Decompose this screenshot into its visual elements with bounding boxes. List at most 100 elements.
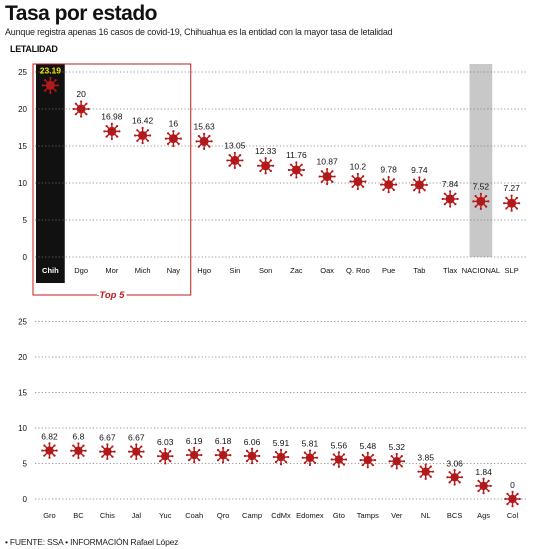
national-column <box>469 64 493 257</box>
p1-marker <box>441 190 459 208</box>
p2-value-label: 6.8 <box>72 432 84 442</box>
p1-marker <box>257 157 275 175</box>
p1-value-label: 13.05 <box>224 140 246 150</box>
p1-marker <box>503 194 521 212</box>
p1-value-label: 7.84 <box>442 179 459 189</box>
top5-box <box>32 63 192 296</box>
p1-category-label: Oax <box>320 266 334 275</box>
p2-marker <box>70 442 87 460</box>
p2-category-label: Yuc <box>159 511 172 520</box>
p1-marker <box>472 192 490 210</box>
p1-category-label: NACIONAL <box>462 266 500 275</box>
p2-ytick-label: 0 <box>23 495 28 504</box>
chart-title: Tasa por estado <box>5 2 158 25</box>
p1-ytick-label: 10 <box>18 179 27 188</box>
p2-value-label: 5.48 <box>360 441 377 451</box>
p2-marker <box>41 442 58 459</box>
p1-value-label: 9.78 <box>380 165 397 175</box>
p2-category-label: Ver <box>391 511 403 520</box>
p2-category-label: Ags <box>477 511 490 520</box>
p2-marker <box>156 447 174 465</box>
p2-marker <box>301 449 319 467</box>
p1-category-label: Q. Roo <box>346 266 370 275</box>
p2-marker <box>417 463 435 480</box>
p2-category-label: Gro <box>43 511 56 520</box>
p1-category-label: Tlax <box>443 266 457 275</box>
p2-value-label: 1.84 <box>475 467 492 477</box>
p2-ytick-label: 20 <box>18 353 27 362</box>
p1-value-label: 16 <box>169 119 179 129</box>
p2-value-label: 5.91 <box>273 438 290 448</box>
p2-value-label: 0 <box>510 480 515 490</box>
p2-category-label: BCS <box>447 511 462 520</box>
p2-category-label: Coah <box>185 511 203 520</box>
p1-value-label: 9.74 <box>411 165 428 175</box>
p2-category-label: CdMx <box>271 511 291 520</box>
p1-marker <box>226 151 244 170</box>
p2-value-label: 6.19 <box>186 436 203 446</box>
p1-category-label: Tab <box>413 266 425 275</box>
p2-category-label: Col <box>507 511 519 520</box>
p2-value-label: 5.32 <box>388 442 405 452</box>
p2-value-label: 6.03 <box>157 437 174 447</box>
p1-value-label: 12.33 <box>255 146 277 156</box>
p1-value-label: 20 <box>76 89 86 99</box>
p2-marker <box>359 451 377 469</box>
p1-marker <box>410 176 428 194</box>
p1-category-label: Mich <box>135 266 151 275</box>
p1-value-label: 11.76 <box>286 150 307 160</box>
p2-category-label: NL <box>421 511 431 520</box>
p2-marker <box>388 452 406 470</box>
p2-ytick-label: 25 <box>18 318 27 327</box>
p2-value-label: 6.67 <box>128 433 145 443</box>
p1-ytick-label: 20 <box>18 105 27 114</box>
p1-ytick-label: 25 <box>18 68 27 77</box>
p2-category-label: BC <box>73 511 84 520</box>
p1-category-label: Dgo <box>74 266 88 275</box>
p1-value-label: 10.87 <box>316 157 338 167</box>
p1-category-label: Hgo <box>197 266 211 275</box>
p1-category-label: Mor <box>105 266 118 275</box>
source-note: • FUENTE: SSA • INFORMACIÓN Rafael López <box>5 537 179 547</box>
p2-value-label: 5.81 <box>302 439 319 449</box>
p2-category-label: Chis <box>100 511 115 520</box>
p2-value-label: 6.82 <box>41 432 58 442</box>
p1-marker <box>380 176 398 194</box>
p2-category-label: Edomex <box>296 511 324 520</box>
p2-ytick-label: 10 <box>18 424 27 433</box>
p2-category-label: Tamps <box>357 511 379 520</box>
p2-ytick-label: 5 <box>23 460 28 469</box>
p2-marker <box>243 447 261 465</box>
p1-marker <box>72 100 90 118</box>
p2-marker <box>127 443 145 460</box>
p1-category-label: Pue <box>382 266 395 275</box>
p2-category-label: Camp <box>242 511 262 520</box>
p2-value-label: 6.67 <box>99 433 116 443</box>
p1-ytick-label: 15 <box>18 142 27 151</box>
p1-marker <box>103 122 121 140</box>
p1-marker <box>164 130 182 148</box>
p1-marker <box>134 126 152 145</box>
p2-marker <box>99 443 116 460</box>
p1-marker <box>349 172 367 191</box>
p2-marker <box>214 446 232 464</box>
p1-marker <box>287 161 305 179</box>
p1-value-label: 16.98 <box>101 111 123 121</box>
p1-marker <box>318 167 336 186</box>
p1-marker <box>41 76 59 94</box>
p2-value-label: 6.06 <box>244 437 261 447</box>
p1-category-label: SLP <box>505 266 519 275</box>
highlight-column-chih <box>36 64 65 283</box>
p2-marker <box>475 477 492 495</box>
p2-marker <box>446 468 463 486</box>
p2-category-label: Jal <box>131 511 141 520</box>
p2-category-label: Gto <box>333 511 345 520</box>
p1-value-label: 7.52 <box>473 181 490 191</box>
p2-marker <box>504 490 521 508</box>
p2-value-label: 3.85 <box>417 453 434 463</box>
p1-ytick-label: 5 <box>23 216 28 225</box>
p2-category-label: Qro <box>217 511 230 520</box>
p2-marker <box>272 448 290 466</box>
p2-ytick-label: 15 <box>18 389 27 398</box>
